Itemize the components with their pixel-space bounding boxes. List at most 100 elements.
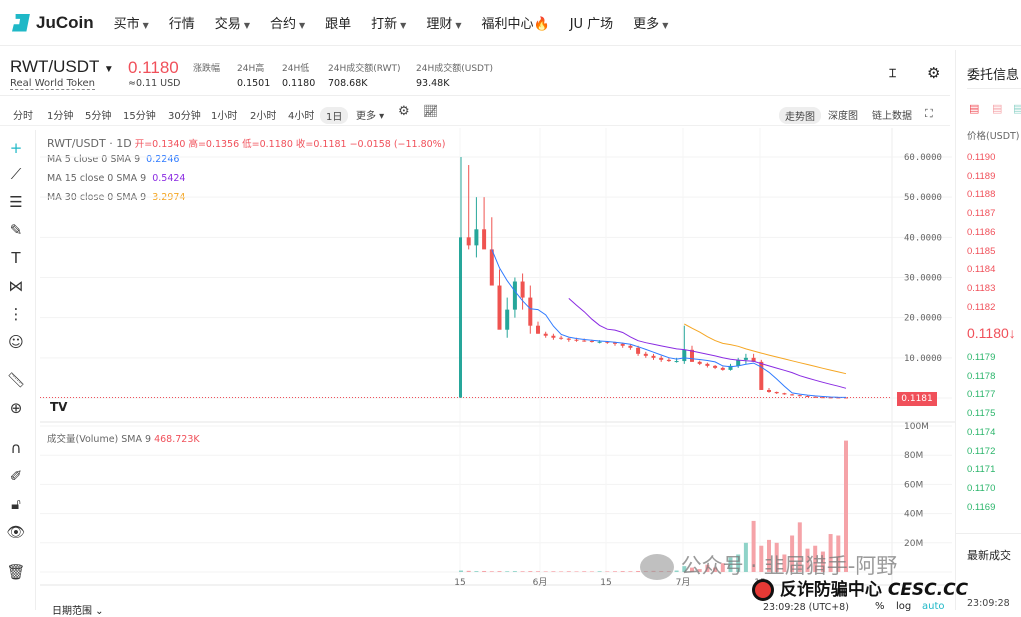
- candle-body: [720, 367, 725, 370]
- nav-item-5[interactable]: 打新 ▼: [371, 17, 407, 32]
- bid-price[interactable]: 0.1169: [967, 501, 996, 513]
- bid-price[interactable]: 0.1179: [967, 352, 996, 363]
- jucoin-logo[interactable]: JuCoin: [12, 13, 94, 33]
- nav-item-8[interactable]: JU 广场: [569, 17, 614, 32]
- measure-icon[interactable]: ⋮: [8, 305, 24, 323]
- volume-bar: [512, 571, 517, 572]
- volume-bar: [767, 539, 771, 572]
- interval-tab-0[interactable]: 分时: [13, 111, 33, 122]
- volume-bar: [759, 545, 764, 572]
- ask-price[interactable]: 0.1185: [967, 245, 996, 257]
- candlestick-chart[interactable]: 60.0000 50.0000 40.0000 30.0000 20.0000 10.00…: [0, 0, 955, 610]
- ask-price[interactable]: 0.1184: [967, 264, 996, 276]
- lock-icon[interactable]: 🔓︎: [11, 495, 21, 513]
- stat-0: 涨跌幅: [193, 64, 221, 74]
- ask-price[interactable]: 0.1183: [967, 282, 996, 294]
- nav-item-6[interactable]: 理财 ▼: [426, 17, 462, 32]
- candle-body: [497, 285, 502, 330]
- bid-price[interactable]: 0.1171: [967, 464, 996, 476]
- volume-axis-label: 20M: [904, 539, 923, 549]
- crosshair-icon[interactable]: +: [9, 139, 23, 157]
- candle-body: [651, 355, 656, 358]
- volume-bar: [536, 571, 540, 572]
- pair-selector[interactable]: RWT/USDT ▼: [10, 57, 114, 77]
- candle-body: [543, 333, 548, 336]
- settings-gear-icon[interactable]: ⚙: [927, 64, 941, 82]
- magnet-icon[interactable]: ∩: [10, 439, 22, 457]
- pattern-icon[interactable]: ⋈: [8, 277, 24, 295]
- price-axis-label: 40.0000: [904, 233, 942, 243]
- chevron-down-icon: ▼: [103, 64, 114, 75]
- ask-price[interactable]: 0.1189: [967, 170, 996, 182]
- ask-price[interactable]: 0.1182: [967, 301, 996, 313]
- ask-price[interactable]: 0.1188: [967, 189, 996, 201]
- nav-item-0[interactable]: 买市 ▼: [113, 17, 149, 32]
- bid-price[interactable]: 0.1177: [967, 389, 996, 401]
- volume-bar: [820, 551, 825, 572]
- last-price-tag: 0.1181: [897, 392, 937, 406]
- volume-bar: [520, 571, 525, 572]
- horizontal-lines-icon[interactable]: ☰: [9, 193, 23, 211]
- candle-body: [536, 325, 540, 334]
- view-tab-0[interactable]: 走势图: [779, 107, 821, 124]
- candle-body: [482, 229, 487, 250]
- book-view-bids-icon[interactable]: ▤: [1013, 102, 1021, 115]
- view-tab-2[interactable]: 链上数据: [872, 111, 912, 122]
- book-view-both-icon[interactable]: ▤: [969, 102, 980, 115]
- interval-tab-1[interactable]: 1分钟: [47, 111, 74, 122]
- lock-drawing-icon[interactable]: ✐: [9, 467, 23, 485]
- fullscreen-icon[interactable]: ⛶: [925, 107, 933, 120]
- view-tab-1[interactable]: 深度图: [828, 111, 858, 122]
- nav-item-7[interactable]: 福利中心🔥: [481, 17, 550, 32]
- brush-icon[interactable]: ✎: [9, 221, 23, 239]
- bid-price[interactable]: 0.1170: [967, 482, 996, 494]
- candle-body: [643, 353, 648, 356]
- eye-icon[interactable]: 👁︎: [6, 523, 26, 541]
- nav-item-2[interactable]: 交易 ▼: [214, 17, 250, 32]
- bid-price[interactable]: 0.1178: [967, 370, 996, 382]
- interval-tab-5[interactable]: 1小时: [211, 111, 238, 122]
- interval-tab-6[interactable]: 2小时: [250, 111, 277, 122]
- volume-bar: [497, 571, 502, 572]
- bid-price[interactable]: 0.1174: [967, 426, 996, 438]
- volume-bar: [466, 570, 471, 572]
- text-tool-icon[interactable]: T: [11, 249, 21, 267]
- interval-tab-7[interactable]: 4小时: [288, 111, 315, 122]
- more-intervals-dropdown[interactable]: 更多 ▾: [356, 111, 385, 122]
- nav-item-1[interactable]: 行情: [168, 17, 195, 32]
- interval-tab-4[interactable]: 30分钟: [168, 111, 201, 122]
- emoji-icon[interactable]: ☺: [8, 333, 24, 351]
- candle-body: [528, 297, 533, 326]
- nav-item-4[interactable]: 跟单: [325, 17, 352, 32]
- chart-settings-icon[interactable]: ⚙: [398, 104, 410, 119]
- chart-toolbar: [0, 100, 950, 126]
- trend-line-icon[interactable]: ⟋: [10, 165, 22, 183]
- volume-bar: [705, 564, 710, 572]
- auto-toggle[interactable]: auto: [922, 601, 945, 612]
- bid-price[interactable]: 0.1172: [967, 445, 996, 457]
- percent-toggle[interactable]: %: [875, 601, 885, 612]
- bid-price[interactable]: 0.1175: [967, 408, 996, 420]
- ruler-icon[interactable]: 📏︎: [6, 371, 26, 389]
- volume-bar: [736, 554, 741, 572]
- ask-price[interactable]: 0.1190: [967, 152, 996, 163]
- token-name-link[interactable]: Real World Token: [10, 78, 96, 90]
- trash-icon[interactable]: 🗑︎: [6, 563, 26, 581]
- nav-item-9[interactable]: 更多 ▼: [633, 17, 669, 32]
- candle-body: [559, 337, 564, 339]
- interval-tab-2[interactable]: 5分钟: [85, 111, 112, 122]
- book-view-asks-icon[interactable]: ▤: [992, 102, 1003, 115]
- volume-bar: [697, 569, 702, 572]
- zoom-in-icon[interactable]: ⊕: [9, 399, 23, 417]
- indicators-icon[interactable]: 📈︎: [423, 104, 439, 118]
- candle-body: [790, 394, 795, 396]
- interval-tab-8[interactable]: 1日: [320, 107, 349, 124]
- layout-icon[interactable]: ⌶: [889, 66, 897, 80]
- log-toggle[interactable]: log: [896, 601, 912, 612]
- ma-legend-1: MA 15 close 0 SMA 9 0.5424: [47, 173, 186, 184]
- interval-tab-3[interactable]: 15分钟: [123, 111, 156, 122]
- ask-price[interactable]: 0.1186: [967, 226, 996, 238]
- ask-price[interactable]: 0.1187: [967, 208, 996, 220]
- volume-bar: [682, 566, 687, 572]
- nav-item-3[interactable]: 合约 ▼: [269, 17, 306, 32]
